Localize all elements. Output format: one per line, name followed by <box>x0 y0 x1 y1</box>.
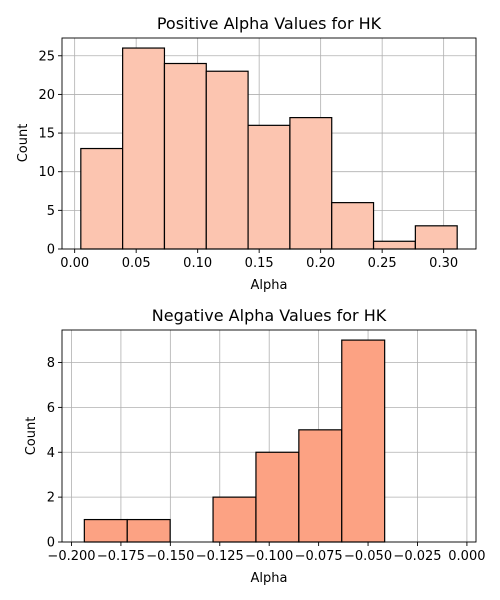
y-tick-label: 6 <box>47 401 55 416</box>
y-tick-label: 25 <box>38 49 55 64</box>
y-tick-label: 10 <box>38 165 55 180</box>
y-tick-label: 15 <box>38 127 55 142</box>
x-tick-label: 0.25 <box>368 256 397 271</box>
plot-frame <box>61 37 477 250</box>
histogram-bar <box>372 240 416 250</box>
histogram-bar <box>126 518 171 543</box>
x-axis-label: Alpha <box>251 278 288 293</box>
histogram-bar <box>255 451 300 543</box>
x-axis-label: Alpha <box>251 571 288 586</box>
y-tick-label: 0 <box>47 536 55 551</box>
y-tick-label: 20 <box>38 88 55 103</box>
histogram-bar <box>83 518 128 543</box>
histogram-bar <box>331 202 375 250</box>
y-tick-label: 5 <box>47 204 55 219</box>
x-tick-label: 0.20 <box>306 256 335 271</box>
y-axis-label: Count <box>24 417 39 456</box>
x-tick-label: −0.125 <box>196 549 244 564</box>
histogram-bar <box>80 147 124 250</box>
y-tick-label: 2 <box>47 491 55 506</box>
x-tick-label: −0.050 <box>344 549 392 564</box>
x-tick-label: 0.30 <box>429 256 458 271</box>
x-tick-label: 0.000 <box>448 549 485 564</box>
x-tick-label: −0.175 <box>97 549 145 564</box>
x-tick-label: 0.10 <box>183 256 212 271</box>
chart-negative-alpha: Negative Alpha Values for HK Alpha Count… <box>24 306 486 586</box>
x-tick-label: 0.05 <box>122 256 151 271</box>
histogram-bar <box>341 339 386 543</box>
x-tick-label: −0.100 <box>245 549 293 564</box>
x-tick-label: 0.15 <box>245 256 274 271</box>
y-axis-label: Count <box>16 124 31 163</box>
histogram-bar <box>247 124 291 250</box>
chart-title: Negative Alpha Values for HK <box>152 306 387 325</box>
histogram-bar <box>298 429 343 543</box>
y-tick-label: 4 <box>47 446 55 461</box>
x-tick-label: 0.00 <box>60 256 89 271</box>
histogram-bar <box>122 47 166 250</box>
histogram-bar <box>205 70 249 250</box>
chart-title: Positive Alpha Values for HK <box>157 14 382 33</box>
histogram-bar <box>212 496 257 543</box>
x-tick-label: −0.200 <box>47 549 95 564</box>
y-tick-label: 0 <box>47 243 55 258</box>
x-tick-label: −0.075 <box>295 549 343 564</box>
histogram-bar <box>414 225 458 250</box>
histogram-bar <box>289 117 333 250</box>
histogram-bar <box>163 62 207 250</box>
x-tick-label: −0.150 <box>146 549 194 564</box>
x-tick-label: −0.025 <box>393 549 441 564</box>
chart-positive-alpha: Positive Alpha Values for HK Alpha Count… <box>16 14 477 293</box>
y-tick-label: 8 <box>47 356 55 371</box>
